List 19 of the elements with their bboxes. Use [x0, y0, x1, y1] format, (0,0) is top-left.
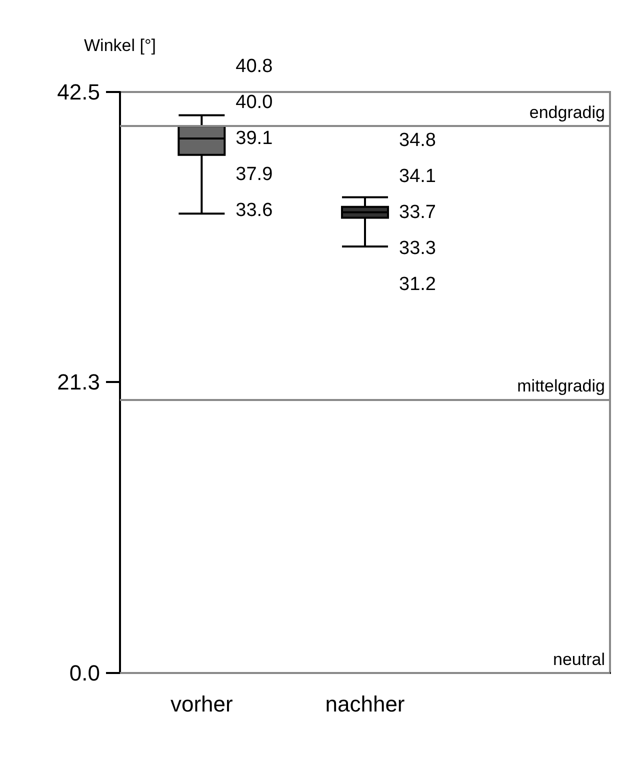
annotation: 37.9 — [236, 164, 273, 185]
y-tick-label: 21.3 — [57, 369, 100, 394]
annotation: 33.3 — [399, 238, 436, 259]
ref-line-label: neutral — [553, 650, 605, 669]
x-tick-label: vorher — [170, 692, 233, 716]
ref-line-label: endgradig — [529, 103, 605, 122]
annotation: 39.1 — [236, 128, 273, 149]
annotation: 33.6 — [236, 200, 273, 221]
annotation: 40.0 — [236, 92, 273, 113]
annotation: 31.2 — [399, 274, 436, 295]
text: 40.8 — [236, 56, 273, 77]
annotation: 34.1 — [399, 166, 436, 187]
y-axis-title: Winkel [°] — [84, 36, 156, 55]
annotation: 33.7 — [399, 202, 436, 223]
y-tick-label: 0.0 — [69, 660, 100, 686]
annotation: 34.8 — [399, 130, 436, 151]
ref-line-label: mittelgradig — [517, 376, 605, 396]
y-tick-label: 42.5 — [57, 80, 100, 104]
x-tick-label: nachher — [325, 692, 405, 716]
